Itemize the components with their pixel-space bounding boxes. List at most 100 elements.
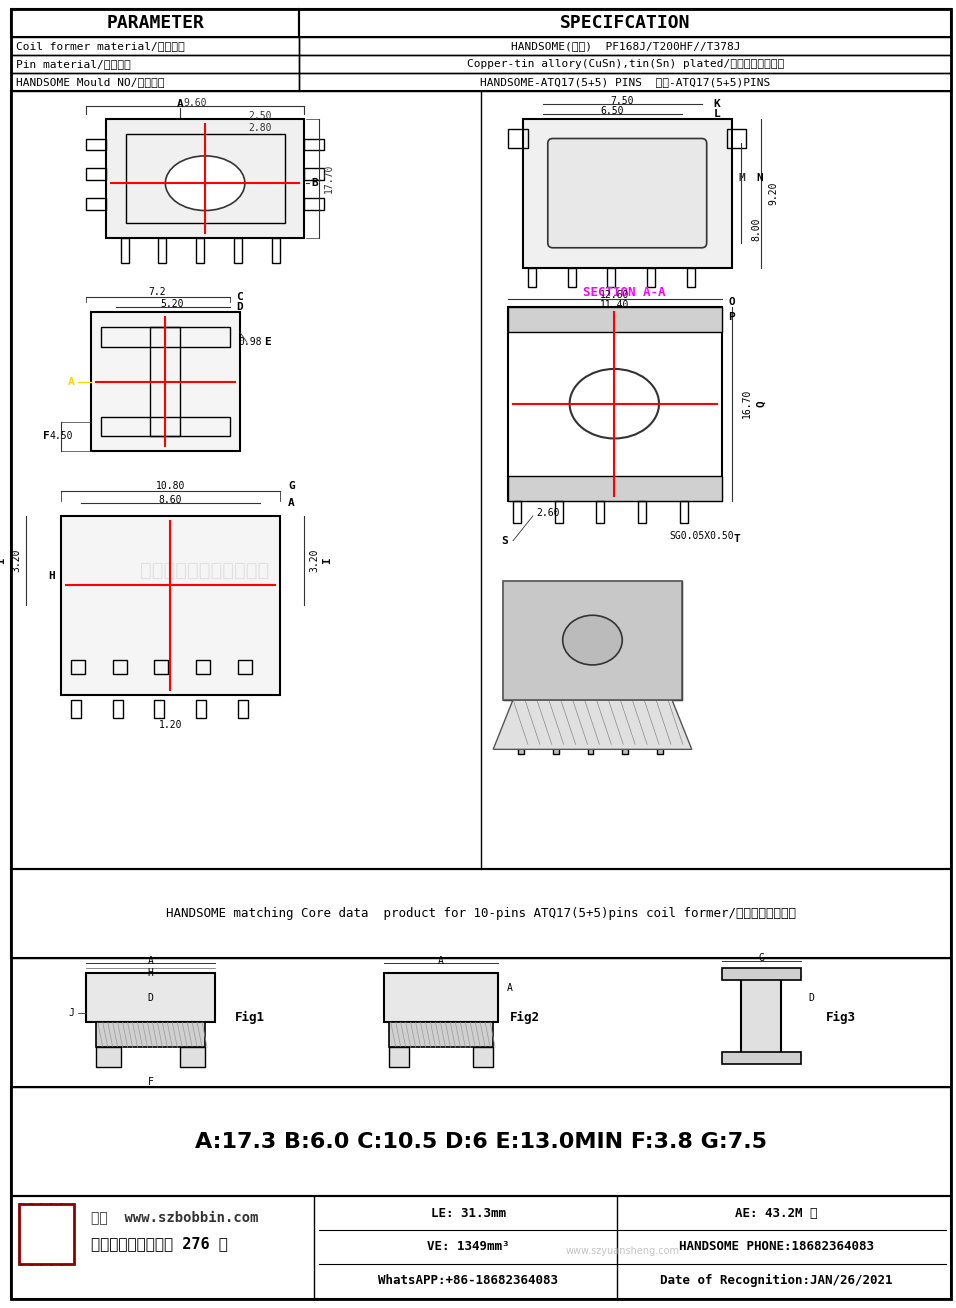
Text: Pin material/端子材料: Pin material/端子材料 <box>16 59 131 69</box>
Text: D: D <box>808 993 814 1003</box>
Text: LE: 31.3mm: LE: 31.3mm <box>431 1207 506 1219</box>
Bar <box>508 307 722 332</box>
Bar <box>106 119 304 238</box>
Text: 9.20: 9.20 <box>769 182 778 205</box>
Text: G: G <box>758 954 764 963</box>
Text: G: G <box>288 481 294 490</box>
Bar <box>120 238 129 263</box>
Polygon shape <box>503 581 682 700</box>
Bar <box>234 238 242 263</box>
Bar <box>86 973 215 1023</box>
Text: HANDSOME Mould NO/焌升品名: HANDSOME Mould NO/焌升品名 <box>16 77 164 86</box>
Text: A: A <box>507 982 513 993</box>
Bar <box>86 169 106 181</box>
Bar <box>196 661 210 674</box>
Bar <box>607 268 616 288</box>
Text: C: C <box>236 293 243 302</box>
Bar <box>508 307 722 501</box>
Bar <box>473 1048 493 1067</box>
Text: 1.20: 1.20 <box>159 719 182 730</box>
Bar <box>568 268 576 288</box>
Text: O: O <box>728 297 735 307</box>
Text: 11.40: 11.40 <box>599 301 629 310</box>
Text: 8.00: 8.00 <box>751 217 761 241</box>
Bar <box>11 1197 951 1299</box>
Bar <box>272 238 279 263</box>
Text: N: N <box>756 173 763 183</box>
Text: SPECIFCATION: SPECIFCATION <box>560 14 690 33</box>
Bar <box>91 313 240 451</box>
Text: HANDSOME-ATQ17(5+5) PINS  焌升-ATQ17(5+5)PINS: HANDSOME-ATQ17(5+5) PINS 焌升-ATQ17(5+5)PI… <box>480 77 771 86</box>
Bar <box>389 1023 493 1048</box>
Bar <box>96 1023 206 1048</box>
Text: 17.70: 17.70 <box>324 164 335 192</box>
Text: Coil former material/线圈材料: Coil former material/线圈材料 <box>16 41 185 51</box>
Text: 8.60: 8.60 <box>159 494 182 505</box>
Bar <box>11 37 299 55</box>
Bar <box>727 128 747 148</box>
Bar <box>61 515 279 695</box>
Text: 焌升  www.szbobbin.com: 焌升 www.szbobbin.com <box>91 1210 258 1224</box>
Bar <box>71 700 81 718</box>
Text: A: A <box>438 956 444 965</box>
Bar <box>196 700 206 718</box>
Bar <box>299 9 951 37</box>
Bar <box>553 735 558 755</box>
Bar <box>155 700 164 718</box>
Text: Fig3: Fig3 <box>826 1011 856 1024</box>
Text: F: F <box>147 1076 153 1087</box>
Text: Copper-tin allory(CuSn),tin(Sn) plated/硬态磀锡酥包钉线: Copper-tin allory(CuSn),tin(Sn) plated/硬… <box>467 59 784 69</box>
Ellipse shape <box>563 615 622 664</box>
Bar <box>503 581 682 700</box>
Text: HANDSOME(焌升)  PF168J/T200HF//T378J: HANDSOME(焌升) PF168J/T200HF//T378J <box>511 41 740 51</box>
Bar <box>639 501 646 523</box>
Text: J: J <box>68 1007 74 1018</box>
Text: A: A <box>288 498 294 508</box>
Bar <box>299 37 951 55</box>
Bar <box>299 73 951 90</box>
Text: www.szyuansheng.com: www.szyuansheng.com <box>565 1247 680 1256</box>
Bar <box>304 139 324 150</box>
Bar <box>722 1053 801 1065</box>
Text: 3.20: 3.20 <box>11 549 21 573</box>
Text: A:17.3 B:6.0 C:10.5 D:6 E:13.0MIN F:3.8 G:7.5: A:17.3 B:6.0 C:10.5 D:6 E:13.0MIN F:3.8 … <box>195 1131 768 1151</box>
Bar <box>100 327 230 347</box>
Text: 12.60: 12.60 <box>599 290 629 301</box>
Bar <box>686 268 695 288</box>
Text: 3.20: 3.20 <box>310 549 319 573</box>
Text: I: I <box>0 557 7 564</box>
Bar <box>554 501 563 523</box>
Bar <box>722 968 801 980</box>
Text: A: A <box>147 956 153 965</box>
Bar <box>113 661 126 674</box>
Text: 7.2: 7.2 <box>148 288 166 297</box>
Bar <box>742 973 781 1057</box>
Bar <box>100 417 230 437</box>
Bar <box>96 1048 120 1067</box>
Bar <box>304 169 324 181</box>
Text: 5.20: 5.20 <box>161 300 185 310</box>
Text: E: E <box>264 337 272 347</box>
Text: HANDSOME matching Core data  product for 10-pins ATQ17(5+5)pins coil former/焌升磁芯: HANDSOME matching Core data product for … <box>166 906 796 920</box>
Bar <box>238 700 248 718</box>
Text: PARAMETER: PARAMETER <box>106 14 205 33</box>
Bar <box>657 735 663 755</box>
Bar <box>588 735 594 755</box>
Text: F: F <box>43 432 50 442</box>
Text: VE: 1349mm³: VE: 1349mm³ <box>427 1240 510 1253</box>
Bar <box>181 1048 206 1067</box>
Bar <box>196 238 205 263</box>
Bar <box>647 268 655 288</box>
Bar <box>508 128 528 148</box>
Text: D: D <box>147 993 153 1003</box>
Text: Q: Q <box>756 400 767 407</box>
Ellipse shape <box>165 156 245 211</box>
Text: Fig1: Fig1 <box>235 1011 265 1024</box>
Text: 4.50: 4.50 <box>50 432 73 442</box>
Bar <box>299 55 951 73</box>
Bar <box>11 869 951 957</box>
Bar <box>71 661 85 674</box>
Bar <box>11 90 951 869</box>
Text: K: K <box>713 98 720 109</box>
Text: 10.80: 10.80 <box>156 481 185 490</box>
